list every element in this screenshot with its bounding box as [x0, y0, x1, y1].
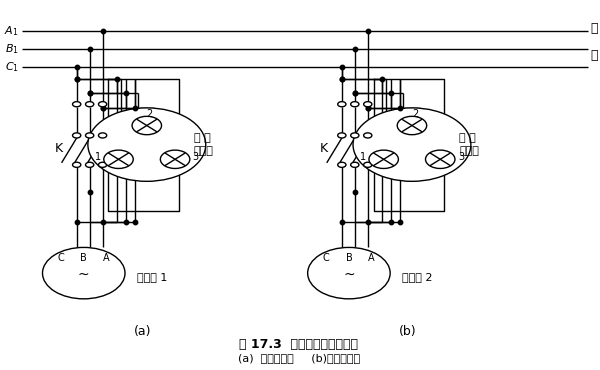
Circle shape: [88, 108, 206, 181]
Text: 发电机 2: 发电机 2: [402, 272, 433, 282]
Circle shape: [73, 133, 81, 138]
Text: 2: 2: [412, 110, 418, 120]
Text: A: A: [368, 253, 375, 263]
Text: ~: ~: [78, 268, 89, 282]
Text: A: A: [103, 253, 110, 263]
Text: 发电机 1: 发电机 1: [137, 272, 167, 282]
Circle shape: [98, 133, 107, 138]
Text: $C_1$: $C_1$: [5, 61, 19, 74]
Text: 1: 1: [95, 152, 101, 162]
Text: 指示灯: 指示灯: [194, 146, 214, 156]
Circle shape: [98, 162, 107, 167]
Circle shape: [364, 133, 372, 138]
Circle shape: [353, 108, 471, 181]
Text: 3: 3: [193, 152, 199, 162]
Circle shape: [73, 102, 81, 107]
Circle shape: [425, 150, 455, 168]
Text: K: K: [55, 142, 63, 155]
Text: $A_1$: $A_1$: [4, 24, 19, 38]
Circle shape: [350, 133, 359, 138]
Circle shape: [338, 102, 346, 107]
Text: $B_1$: $B_1$: [5, 42, 19, 56]
Text: 同 步: 同 步: [194, 133, 211, 143]
Circle shape: [86, 102, 94, 107]
Text: B: B: [80, 253, 87, 263]
Text: 电: 电: [590, 23, 598, 36]
Circle shape: [43, 248, 125, 299]
Circle shape: [132, 116, 161, 135]
Text: 2: 2: [146, 110, 153, 120]
Text: C: C: [58, 253, 64, 263]
Text: ~: ~: [343, 268, 355, 282]
Circle shape: [350, 162, 359, 167]
Circle shape: [350, 102, 359, 107]
Circle shape: [160, 150, 190, 168]
Circle shape: [86, 133, 94, 138]
Circle shape: [104, 150, 133, 168]
Text: 3: 3: [458, 152, 464, 162]
Circle shape: [364, 162, 372, 167]
Circle shape: [73, 162, 81, 167]
Text: 同 步: 同 步: [459, 133, 476, 143]
Circle shape: [364, 102, 372, 107]
Circle shape: [86, 162, 94, 167]
Text: B: B: [346, 253, 352, 263]
Text: (a): (a): [134, 325, 151, 339]
Circle shape: [98, 102, 107, 107]
Circle shape: [338, 162, 346, 167]
Text: (a)  灯光明暗法     (b)灯光旋转法: (a) 灯光明暗法 (b)灯光旋转法: [238, 353, 360, 363]
Text: 1: 1: [360, 152, 366, 162]
Text: 图 17.3  三相同步发电机整步: 图 17.3 三相同步发电机整步: [239, 338, 358, 351]
Circle shape: [338, 133, 346, 138]
Circle shape: [369, 150, 398, 168]
Text: K: K: [320, 142, 328, 155]
Text: 指示灯: 指示灯: [459, 146, 479, 156]
Text: C: C: [323, 253, 329, 263]
Text: (b): (b): [399, 325, 416, 339]
Text: 网: 网: [590, 49, 598, 62]
Circle shape: [397, 116, 427, 135]
Circle shape: [308, 248, 390, 299]
